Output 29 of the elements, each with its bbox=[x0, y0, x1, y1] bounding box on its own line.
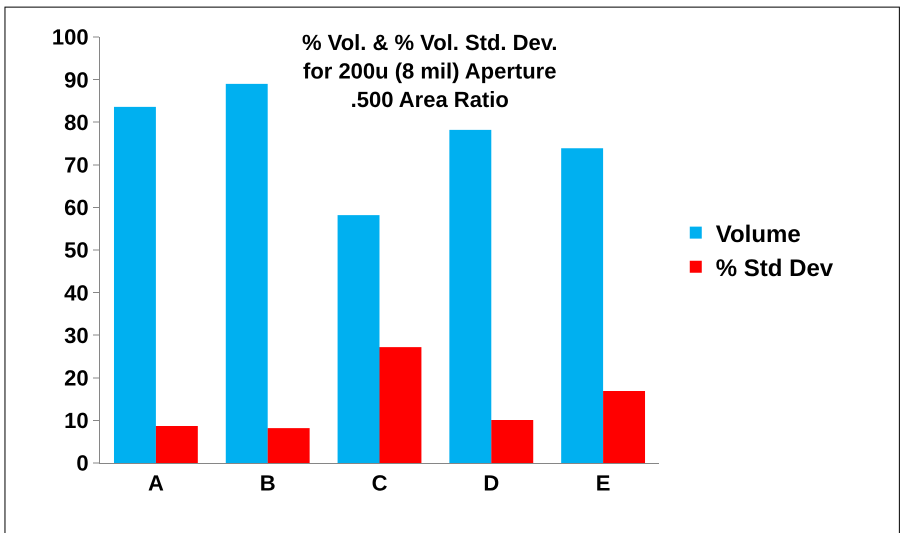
bar bbox=[226, 84, 268, 463]
y-tick-label: 40 bbox=[64, 280, 89, 306]
bar bbox=[449, 130, 492, 463]
x-tick-label: A bbox=[148, 470, 164, 496]
y-tick-label: 70 bbox=[64, 152, 89, 178]
y-tick-label: 50 bbox=[64, 238, 89, 263]
y-tick-label: 30 bbox=[64, 322, 89, 348]
y-tick-label: 0 bbox=[76, 450, 89, 476]
y-tick-label: 20 bbox=[64, 366, 89, 390]
x-tick-label: C bbox=[372, 470, 388, 496]
text: % Vol. & % Vol. Std. Dev. for 200u (8 mil) Aperture .500 Area Ratio bbox=[302, 30, 558, 112]
bar bbox=[380, 347, 422, 463]
bar bbox=[603, 391, 646, 463]
bar bbox=[338, 215, 380, 463]
x-tick-label: D bbox=[483, 470, 500, 496]
bar bbox=[561, 148, 604, 463]
bar bbox=[156, 426, 198, 463]
y-tick-label: 80 bbox=[64, 110, 89, 135]
legend-label: % Std Dev bbox=[716, 255, 834, 282]
legend-label: Volume bbox=[716, 220, 801, 248]
bar bbox=[491, 420, 534, 463]
y-tick-label: 60 bbox=[64, 195, 89, 220]
y-tick-label: 90 bbox=[64, 67, 89, 92]
bar bbox=[268, 428, 310, 463]
bar bbox=[114, 106, 156, 463]
x-tick-label: E bbox=[596, 470, 610, 496]
x-tick-label: B bbox=[260, 470, 276, 496]
y-tick-label: 10 bbox=[64, 408, 89, 434]
y-tick-label: 100 bbox=[52, 24, 89, 50]
